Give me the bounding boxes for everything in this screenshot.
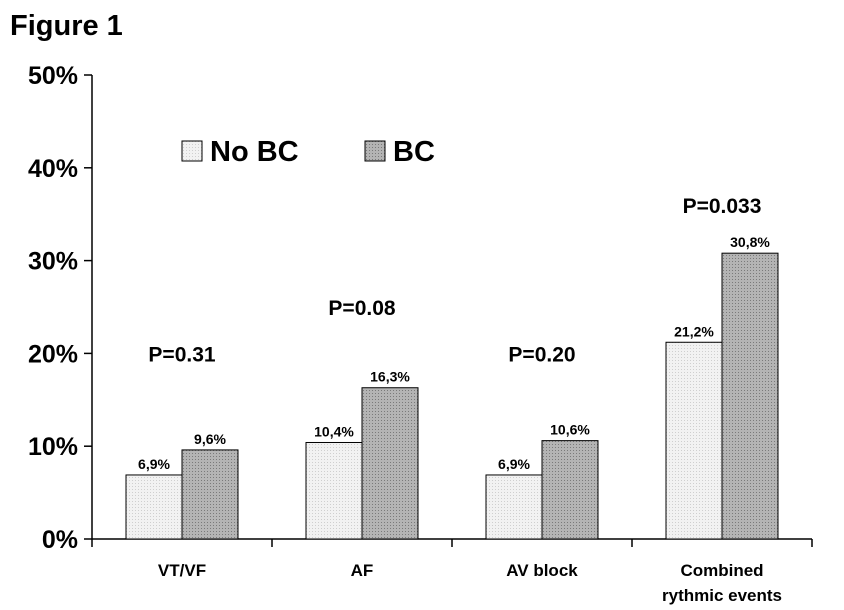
bar: [361, 387, 419, 540]
x-tick-label: AV block: [506, 561, 578, 580]
data-labels: 6,9% 10,4% 6,9% 21,2% 9,6% 16,3% 10,6% 30,8%: [138, 234, 770, 472]
axes: 0% 10% 20% 30% 40% 50% VT/VF AF AV block Combined…: [28, 62, 813, 605]
y-tick-label: 30%: [28, 248, 78, 276]
bar: [485, 474, 543, 540]
data-label: 10,6%: [550, 422, 590, 438]
data-label: 6,9%: [138, 456, 170, 472]
y-tick-label: 50%: [28, 62, 78, 90]
data-label: 6,9%: [498, 456, 530, 472]
legend-label: BC: [393, 136, 435, 168]
y-tick-label: 20%: [28, 340, 78, 368]
x-tick-label: VT/VF: [158, 561, 206, 580]
y-tick-label: 40%: [28, 155, 78, 183]
data-label: 9,6%: [194, 431, 226, 447]
y-tick-label: 10%: [28, 433, 78, 461]
p-value-annotation: P=0.20: [508, 343, 575, 366]
bar: [181, 449, 239, 540]
figure-title: Figure 1: [10, 10, 123, 42]
bar: [541, 440, 599, 540]
bar: [125, 474, 183, 540]
bars: [125, 252, 779, 540]
x-tick-label: AF: [351, 561, 374, 580]
data-label: 10,4%: [314, 423, 354, 439]
legend: No BC BC: [181, 136, 435, 168]
bar: [305, 441, 363, 540]
data-label: 21,2%: [674, 323, 714, 339]
x-tick-label: Combined rythmic events: [662, 561, 782, 605]
data-label: 30,8%: [730, 234, 770, 250]
legend-swatch: [364, 140, 386, 162]
data-label: 16,3%: [370, 369, 410, 385]
p-value-annotation: P=0.31: [148, 343, 215, 366]
p-value-annotation: P=0.033: [683, 195, 762, 218]
legend-label: No BC: [210, 136, 299, 168]
bar: [665, 341, 723, 540]
y-tick-label: 0%: [42, 526, 78, 554]
annotations: P=0.31 P=0.08 P=0.20 P=0.033: [148, 195, 761, 366]
legend-swatch: [181, 140, 203, 162]
p-value-annotation: P=0.08: [328, 297, 395, 320]
bar: [721, 252, 779, 540]
